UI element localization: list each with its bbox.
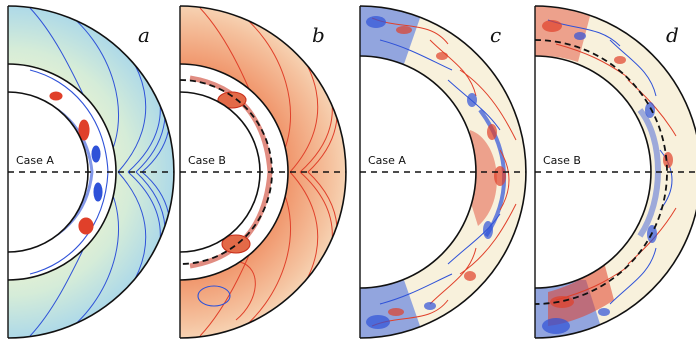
panel-d: Case B d — [534, 5, 696, 339]
panel-b-letter: b — [312, 23, 325, 47]
panel-c-turbulence — [360, 6, 517, 338]
panel-b-mid-boundary — [179, 63, 289, 281]
panel-a-shell — [8, 6, 174, 338]
panel-b-case-label: Case B — [188, 154, 226, 167]
panel-c-shell — [360, 6, 526, 338]
panel-c-case-label: Case A — [368, 154, 406, 167]
panel-a-case-label: Case A — [16, 154, 54, 167]
panel-a-letter: a — [138, 23, 150, 47]
panel-d-outer-boundary — [534, 5, 696, 339]
panel-d-dashed-arc — [534, 39, 668, 305]
panel-b-shell — [180, 6, 346, 338]
panel-c: Case A c — [359, 5, 527, 339]
panel-d-shell — [535, 6, 696, 338]
panel-d-case-label: Case B — [543, 154, 581, 167]
panel-d-letter: d — [666, 23, 679, 47]
panel-a: Case A a — [7, 5, 175, 339]
panel-c-letter: c — [490, 23, 501, 47]
panel-b: Case B b — [179, 5, 347, 339]
panel-a-mid-boundary — [7, 63, 117, 281]
